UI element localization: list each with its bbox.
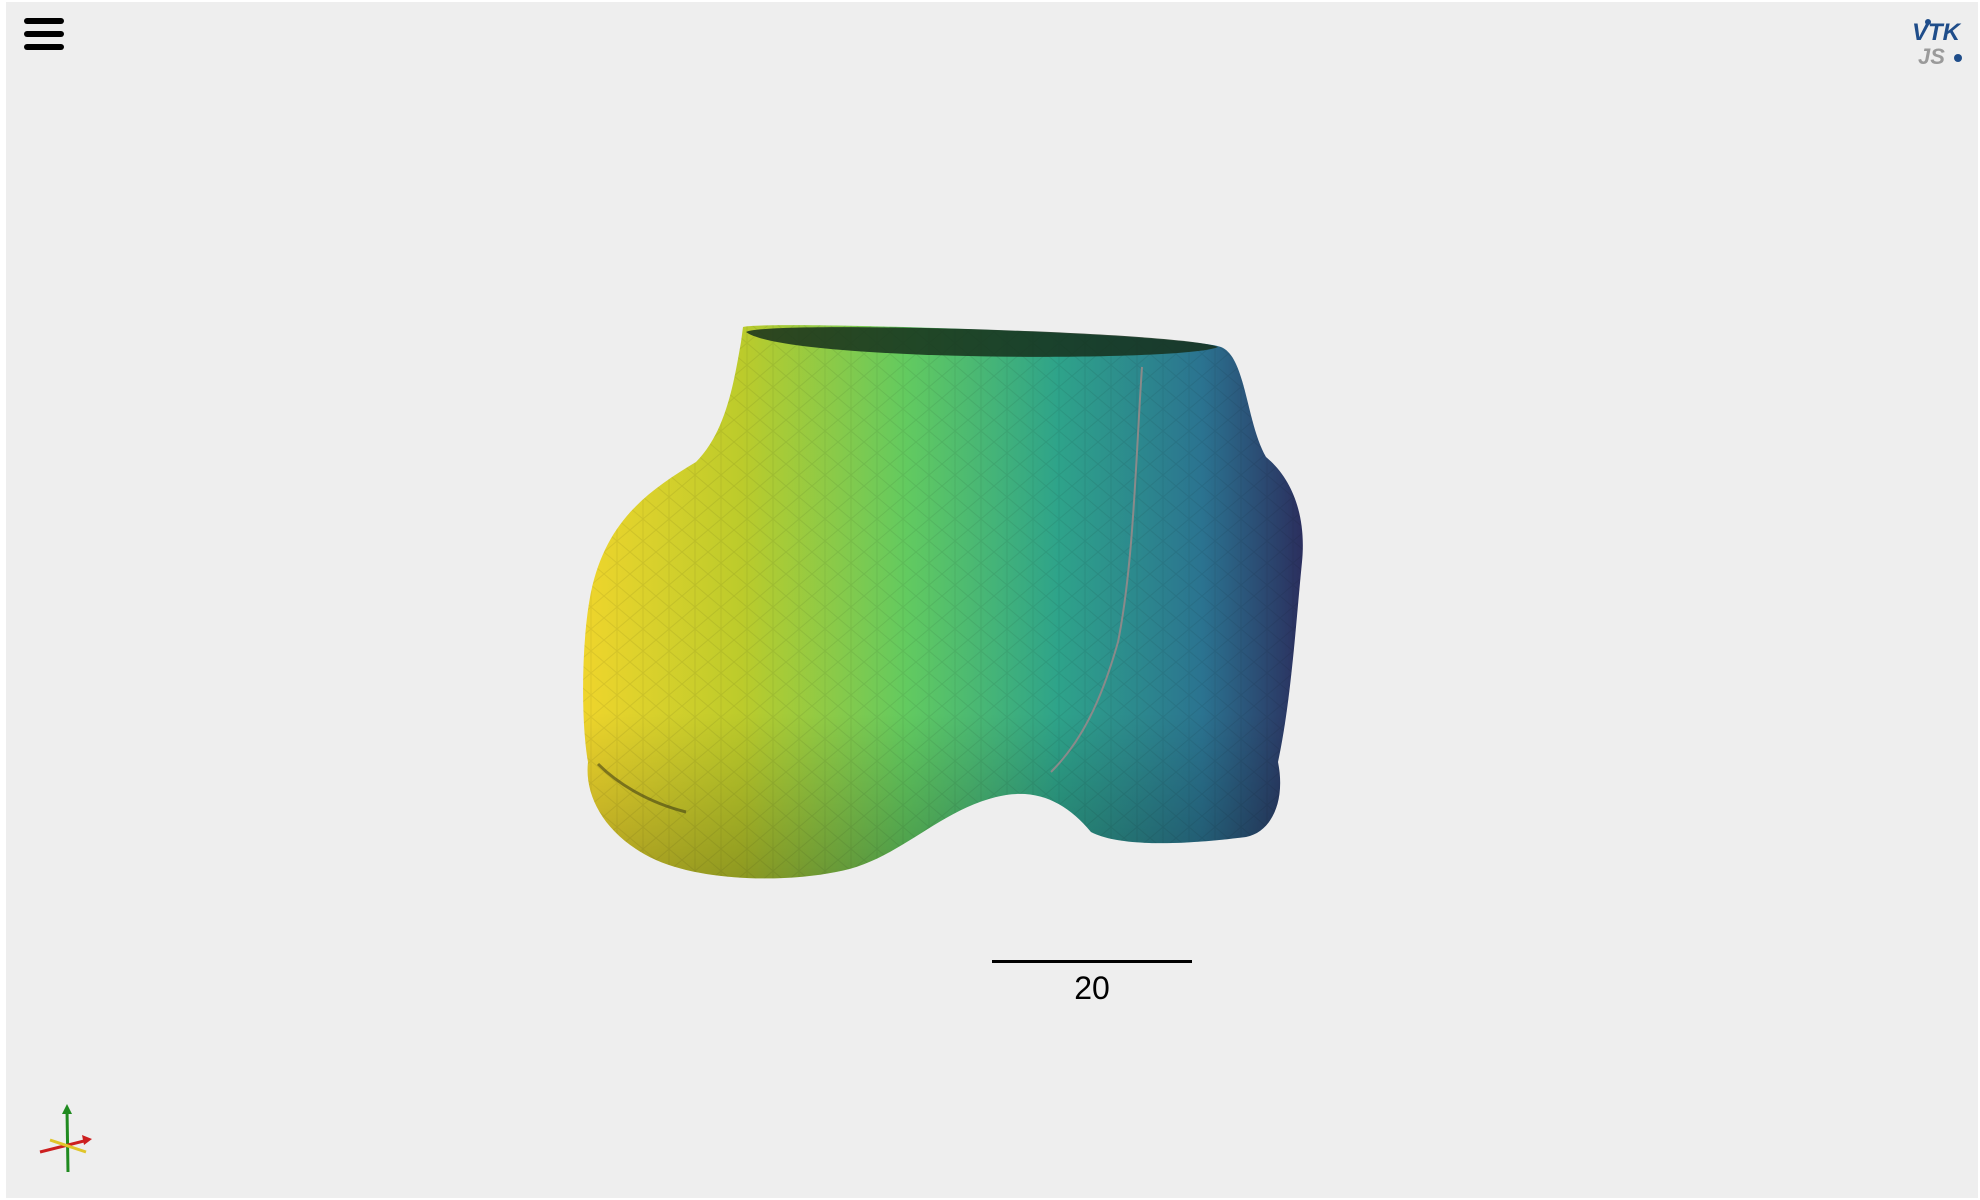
axis-x-arrow-icon: [82, 1135, 92, 1145]
axis-y: [65, 1109, 70, 1173]
axis-z: [49, 1138, 87, 1154]
mesh-surface[interactable]: [6, 2, 1978, 1198]
mesh-shading: [583, 325, 1303, 879]
mesh-seam-line: [1050, 366, 1143, 773]
logo-accent-dot-icon: [1925, 19, 1931, 25]
mesh-fold-left: [596, 762, 687, 814]
menu-button[interactable]: [20, 14, 68, 58]
logo-text-bottom: JS: [1918, 44, 1945, 69]
vtk-js-logo: VTK JS: [1912, 19, 1962, 69]
scale-bar-line: [992, 960, 1192, 963]
scale-bar: 20: [992, 960, 1192, 1010]
mesh-top-rim: [746, 327, 1218, 357]
logo-text-top: VTK: [1912, 19, 1962, 46]
render-viewport[interactable]: VTK JS 20: [6, 2, 1978, 1198]
logo-dot-icon: [1954, 54, 1962, 62]
scale-bar-label: 20: [1074, 970, 1110, 1006]
orientation-axes-icon[interactable]: [32, 1102, 102, 1182]
axis-y-arrow-icon: [62, 1104, 72, 1114]
